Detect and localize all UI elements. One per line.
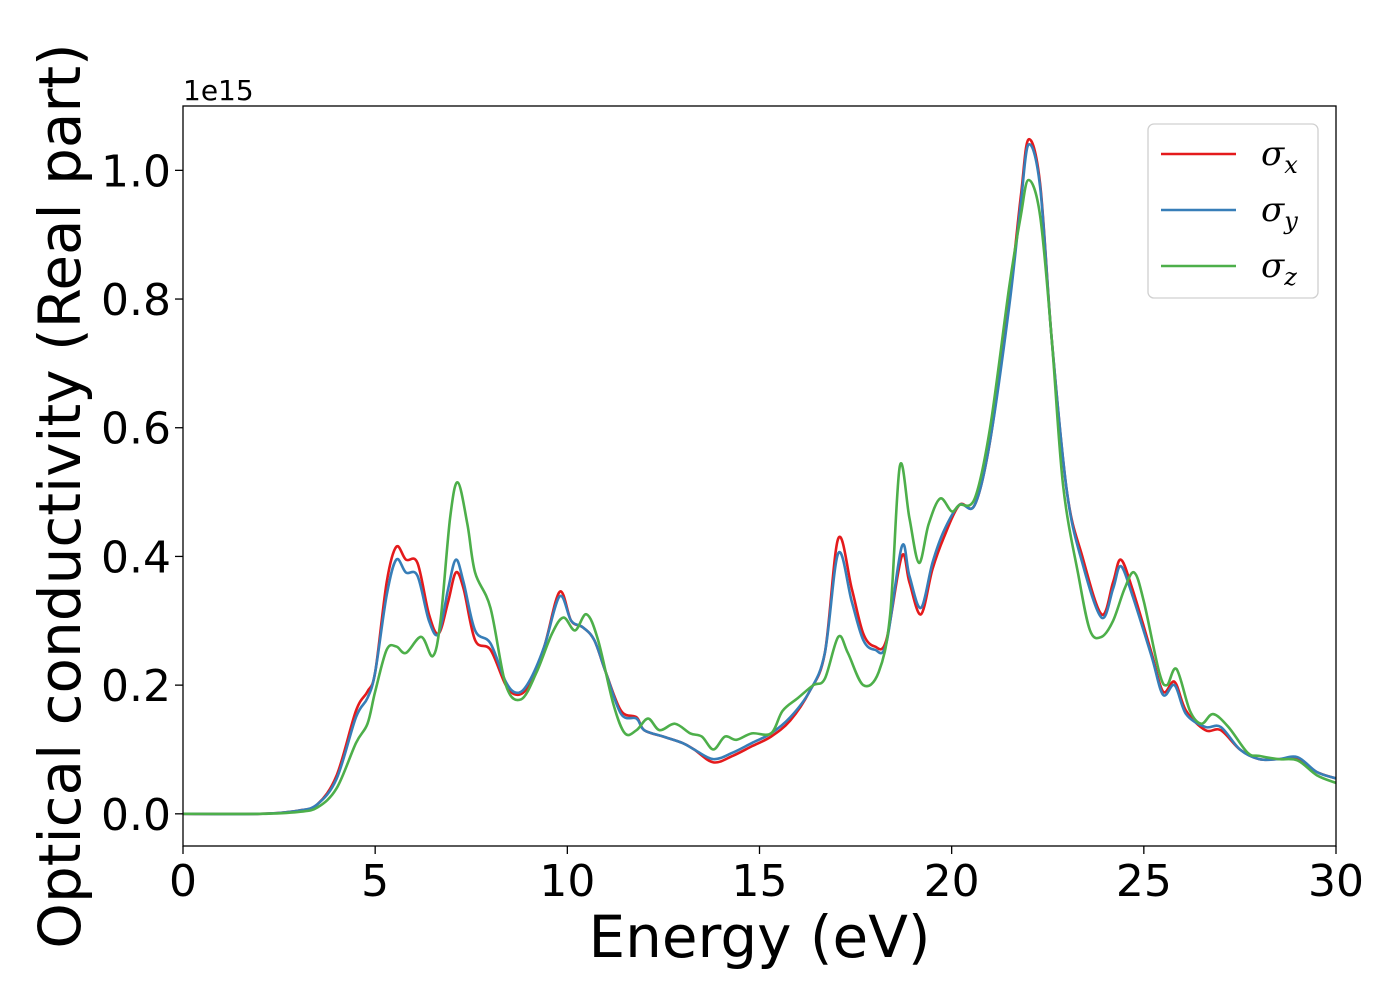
y-tick-label: 0.8 <box>101 275 171 326</box>
x-tick-label: 30 <box>1308 856 1364 907</box>
x-tick-label: 15 <box>732 856 788 907</box>
x-tick-label: 0 <box>169 856 197 907</box>
y-tick-label: 0.0 <box>101 790 171 841</box>
y-offset-label: 1e15 <box>183 74 254 107</box>
y-tick-label: 0.2 <box>101 661 171 712</box>
x-tick-label: 20 <box>924 856 980 907</box>
x-axis: 0 5 10 15 20 25 30 <box>169 846 1364 907</box>
legend-label-y: σy <box>1261 190 1298 235</box>
y-tick-label: 1.0 <box>101 146 171 197</box>
x-tick-label: 25 <box>1116 856 1172 907</box>
y-axis: 0.0 0.2 0.4 0.6 0.8 1.0 <box>101 146 183 841</box>
x-tick-label: 10 <box>539 856 595 907</box>
x-axis-title: Energy (eV) <box>588 903 930 971</box>
legend-label-z: σz <box>1261 246 1297 291</box>
series-line-z <box>183 178 1336 816</box>
series-layer <box>183 138 1336 816</box>
y-axis-title: Optical conductivity (Real part) <box>26 43 94 948</box>
legend: σx σy σz <box>1147 123 1319 299</box>
x-tick-label: 5 <box>361 856 389 907</box>
legend-label-x: σx <box>1261 134 1298 179</box>
y-tick-label: 0.4 <box>101 532 171 583</box>
y-tick-label: 0.6 <box>101 404 171 455</box>
